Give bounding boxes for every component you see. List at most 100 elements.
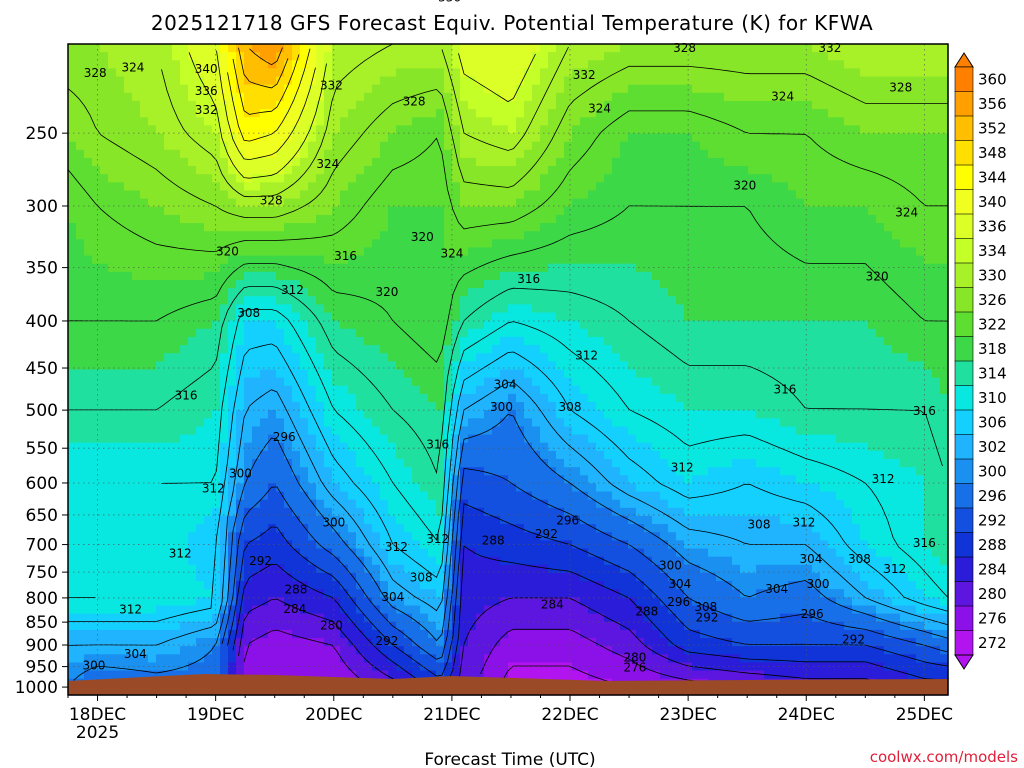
field-cell (316, 157, 325, 167)
field-cell (916, 68, 925, 78)
field-cell (212, 109, 221, 118)
field-cell (764, 157, 773, 167)
field-cell (636, 328, 645, 338)
field-cell (924, 271, 933, 281)
field-cell (100, 239, 109, 249)
field-cell (356, 296, 365, 305)
field-cell (212, 247, 221, 257)
field-cell (124, 190, 133, 200)
field-cell (204, 320, 213, 330)
field-cell (764, 320, 773, 330)
field-cell (332, 402, 341, 411)
field-cell (92, 76, 101, 86)
field-cell (828, 271, 837, 281)
field-cell (924, 141, 933, 151)
field-cell (796, 133, 805, 143)
field-cell (796, 288, 805, 297)
field-cell (700, 263, 709, 273)
field-cell (492, 52, 501, 61)
field-cell (364, 68, 373, 78)
field-cell (508, 279, 517, 289)
field-cell (428, 182, 437, 192)
field-cell (76, 247, 85, 257)
field-cell (660, 336, 669, 346)
field-cell (508, 288, 517, 297)
field-cell (828, 361, 837, 371)
field-cell (340, 76, 349, 86)
field-cell (612, 402, 621, 411)
field-cell (900, 296, 909, 305)
field-cell (900, 223, 909, 232)
field-cell (140, 60, 149, 70)
field-cell (676, 68, 685, 78)
field-cell (804, 304, 813, 314)
field-cell (380, 271, 389, 281)
field-cell (492, 100, 501, 110)
field-cell (748, 279, 757, 289)
field-cell (100, 60, 109, 70)
field-cell (164, 304, 173, 314)
field-cell (340, 149, 349, 159)
field-cell (492, 320, 501, 330)
field-cell (436, 377, 445, 387)
field-cell (676, 141, 685, 151)
field-cell (836, 377, 845, 387)
field-cell (788, 393, 797, 403)
field-cell (892, 109, 901, 118)
field-cell (748, 214, 757, 224)
field-cell (148, 410, 157, 419)
field-cell (428, 385, 437, 395)
field-cell (156, 271, 165, 281)
field-cell (332, 133, 341, 143)
field-cell (924, 44, 933, 53)
field-cell (492, 125, 501, 135)
field-cell (508, 149, 517, 159)
field-cell (492, 345, 501, 354)
field-cell (580, 377, 589, 387)
field-cell (100, 369, 109, 379)
field-cell (228, 393, 237, 403)
field-cell (292, 84, 301, 94)
field-cell (724, 223, 733, 232)
field-cell (548, 125, 557, 135)
field-cell (628, 125, 637, 135)
field-cell (668, 166, 677, 175)
field-cell (300, 402, 309, 411)
field-cell (180, 141, 189, 151)
field-cell (636, 320, 645, 330)
field-cell (748, 149, 757, 159)
field-cell (572, 166, 581, 175)
field-cell (676, 353, 685, 362)
field-cell (612, 353, 621, 362)
field-cell (812, 125, 821, 135)
field-cell (324, 182, 333, 192)
field-cell (748, 312, 757, 322)
field-cell (692, 336, 701, 346)
field-cell (764, 117, 773, 126)
field-cell (500, 296, 509, 305)
field-cell (588, 149, 597, 159)
field-cell (204, 255, 213, 265)
field-cell (716, 44, 725, 53)
field-cell (652, 304, 661, 314)
field-cell (428, 100, 437, 110)
field-cell (612, 133, 621, 143)
field-cell (68, 288, 77, 297)
field-cell (532, 271, 541, 281)
field-cell (740, 174, 749, 183)
field-cell (148, 206, 157, 216)
field-cell (876, 336, 885, 346)
field-cell (652, 296, 661, 305)
field-cell (884, 231, 893, 240)
field-cell (828, 223, 837, 232)
field-cell (76, 60, 85, 70)
field-cell (804, 223, 813, 232)
field-cell (732, 377, 741, 387)
field-cell (516, 182, 525, 192)
field-cell (796, 377, 805, 387)
field-cell (612, 239, 621, 249)
field-cell (460, 263, 469, 273)
field-cell (644, 52, 653, 61)
field-cell (92, 369, 101, 379)
field-cell (212, 52, 221, 61)
